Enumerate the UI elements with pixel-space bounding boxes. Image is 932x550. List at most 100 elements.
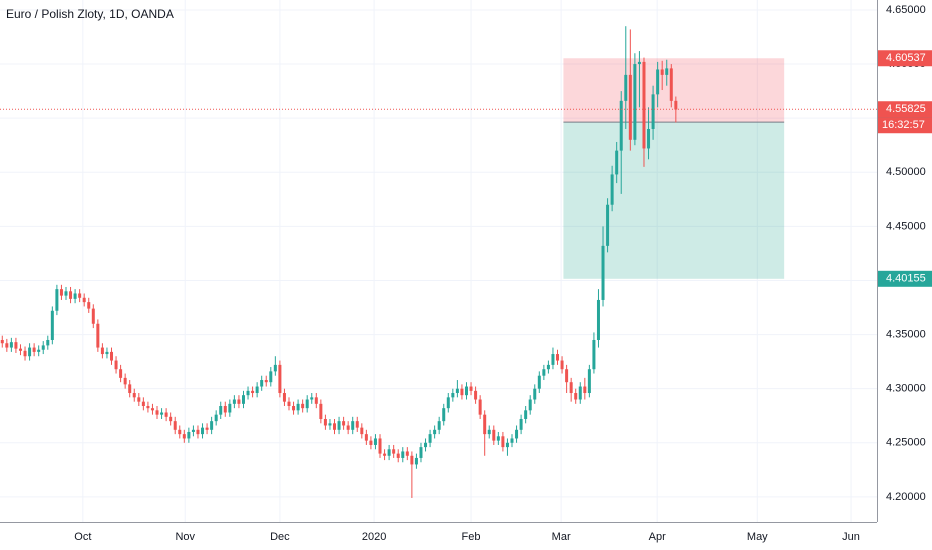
candle-body [14,342,18,349]
candle-body [241,395,245,404]
candle-body [50,310,54,340]
candle-body [569,382,573,394]
candle-body [464,386,468,396]
countdown-bg [878,117,932,134]
candle-body [23,350,27,357]
candle-body [119,369,123,378]
candle-body [5,343,9,348]
candle-body [100,347,104,355]
candle-body [674,100,678,110]
candle-body [451,393,455,398]
grid-layer [0,0,877,522]
candle-body [556,354,560,361]
candle-body [601,245,605,300]
candle-body [282,393,286,402]
candle-body [150,408,154,411]
y-tick-label: 4.65000 [886,4,926,16]
candle-body [519,418,523,430]
candle-body [59,289,63,296]
candle-body [9,342,13,348]
candle-body [205,427,209,430]
candle-body [128,384,132,394]
candle-body [592,339,596,370]
candle-body [232,399,236,404]
candle-body [64,291,68,296]
candle-body [87,302,91,309]
candle-body [496,436,500,441]
candle-body [637,61,641,65]
candle-body [155,410,159,415]
candle-body [260,380,264,387]
candle-body [369,440,373,445]
last-price-badge: 4.55825 [886,103,926,115]
candle-body [18,348,22,351]
candle-body [546,364,550,370]
candle-body [460,388,464,396]
candle-body [455,388,459,394]
x-tick-label: Mar [552,531,571,543]
candle-body [114,360,118,370]
position-layer [563,58,785,279]
candle-body [278,364,282,394]
candle-body [328,423,332,426]
candle-body [146,406,150,409]
candle-body [424,442,428,448]
candle-body [251,390,255,394]
candle-body [182,434,186,439]
candle-body [606,204,610,246]
candle-body [474,390,478,400]
candle-body [647,128,651,149]
candle-body [615,150,619,175]
candle-body [583,386,587,394]
candle-body [55,289,59,311]
candle-body [201,427,205,435]
candle-body [505,442,509,448]
candle-body [633,64,637,140]
candle-body [351,421,355,430]
y-tick-label: 4.30000 [886,383,926,395]
candle-body [132,393,136,398]
x-tick-label: Oct [74,531,91,543]
candle-body [219,406,223,415]
candle-body [69,291,73,299]
x-tick-label: 2020 [362,531,386,543]
candle-body [287,401,291,406]
candle-body [378,438,382,454]
candle-body [187,431,191,439]
candle-body [642,61,646,149]
candle-body [73,293,77,299]
x-tick-label: Dec [270,531,290,543]
last-price-badge-bg [878,101,932,118]
candle-body [169,416,173,422]
candle-body [405,451,409,456]
candle-body [255,386,259,394]
candle-body [237,399,241,404]
candle-body [314,397,318,404]
candle-body [346,425,350,430]
candle-body [524,410,528,419]
x-tick-label: Feb [462,531,481,543]
candle-body [660,69,664,75]
candle-body [665,68,669,75]
candle-body [0,339,4,344]
chart-title: Euro / Polish Zloty, 1D, OANDA [6,7,174,21]
candle-body [656,69,660,95]
candle-body [160,412,164,415]
candle-body [173,421,177,430]
candle-body [137,397,141,402]
candle-body [273,364,277,372]
candle-body [574,393,578,400]
y-tick-label: 4.35000 [886,328,926,340]
candle-body [323,418,327,426]
candle-body [110,351,114,361]
candle-body [487,429,491,435]
candle-body [437,421,441,430]
candle-body [410,455,414,465]
candle-body [596,299,600,340]
x-tick-label: Apr [649,531,666,543]
candle-body [360,427,364,435]
candle-body [619,100,623,151]
candle-body [264,380,268,383]
target-zone [563,122,785,279]
